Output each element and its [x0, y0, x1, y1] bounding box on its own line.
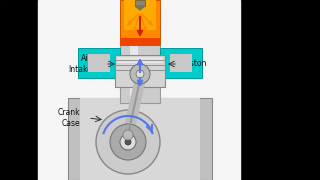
Bar — [120, 45, 160, 103]
Bar — [78, 48, 120, 78]
Bar — [160, 48, 202, 78]
Bar — [130, 45, 138, 103]
Circle shape — [136, 70, 144, 78]
Text: Crank
Case: Crank Case — [57, 108, 80, 128]
Bar — [115, 55, 165, 87]
Bar — [120, 38, 160, 45]
Bar — [124, 0, 156, 30]
Bar — [135, 0, 145, 6]
Text: Piston: Piston — [183, 60, 206, 69]
Polygon shape — [135, 6, 145, 10]
Bar — [117, 57, 163, 63]
Bar — [88, 54, 110, 72]
Bar — [80, 98, 200, 180]
Circle shape — [123, 130, 133, 140]
Circle shape — [120, 134, 136, 150]
Bar — [38, 0, 240, 180]
Text: Air
Intake: Air Intake — [68, 54, 92, 74]
Bar — [0, 0, 38, 180]
Bar — [240, 0, 320, 180]
Bar — [120, 0, 160, 45]
Circle shape — [96, 110, 160, 174]
Bar — [170, 54, 192, 72]
Circle shape — [125, 139, 131, 145]
Bar — [68, 98, 212, 180]
Circle shape — [130, 64, 150, 84]
Circle shape — [110, 124, 146, 160]
